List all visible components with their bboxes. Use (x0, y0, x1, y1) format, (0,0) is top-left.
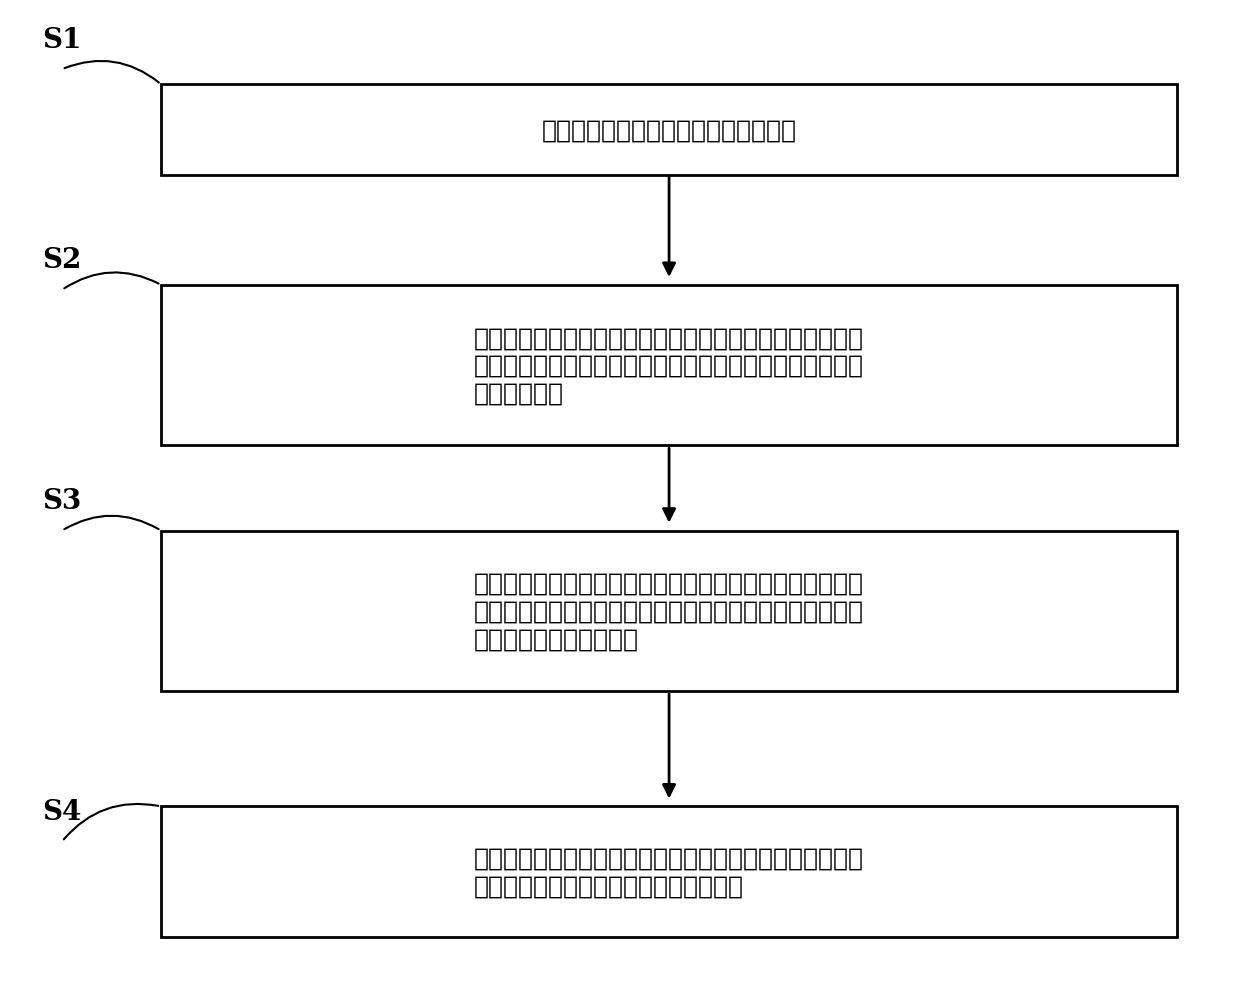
Text: 确定半片光伏组件中的漏电最大电池片: 确定半片光伏组件中的漏电最大电池片 (541, 118, 797, 142)
FancyBboxPatch shape (161, 85, 1177, 175)
Text: 将半片光伏组件的正负端子短路连接，并放进稳态模拟箱中
进行曝晒，确定半片光伏组件的热斑温度: 将半片光伏组件的正负端子短路连接，并放进稳态模拟箱中 进行曝晒，确定半片光伏组件… (475, 846, 864, 898)
Text: S4: S4 (42, 799, 82, 825)
Text: S1: S1 (42, 27, 82, 53)
Text: S2: S2 (42, 247, 82, 274)
FancyBboxPatch shape (161, 531, 1177, 691)
Text: 在所选取的每片漏电最大电池片上选出热点，用最坏遮盖面
积遮挡非热点区域，并在每片所述漏电最大电池片的热点处
及非热点区域粘贴热电偶: 在所选取的每片漏电最大电池片上选出热点，用最坏遮盖面 积遮挡非热点区域，并在每片… (475, 571, 864, 651)
FancyBboxPatch shape (161, 286, 1177, 446)
Text: 对半片光伏组件中的电池串进行分组，按比例同时对各电池
串组中漏电最大电池片进行遮挡，以此确定半片光伏组件的
最坏遮挡面积: 对半片光伏组件中的电池串进行分组，按比例同时对各电池 串组中漏电最大电池片进行遮… (475, 326, 864, 406)
FancyBboxPatch shape (161, 807, 1177, 937)
Text: S3: S3 (42, 488, 82, 514)
